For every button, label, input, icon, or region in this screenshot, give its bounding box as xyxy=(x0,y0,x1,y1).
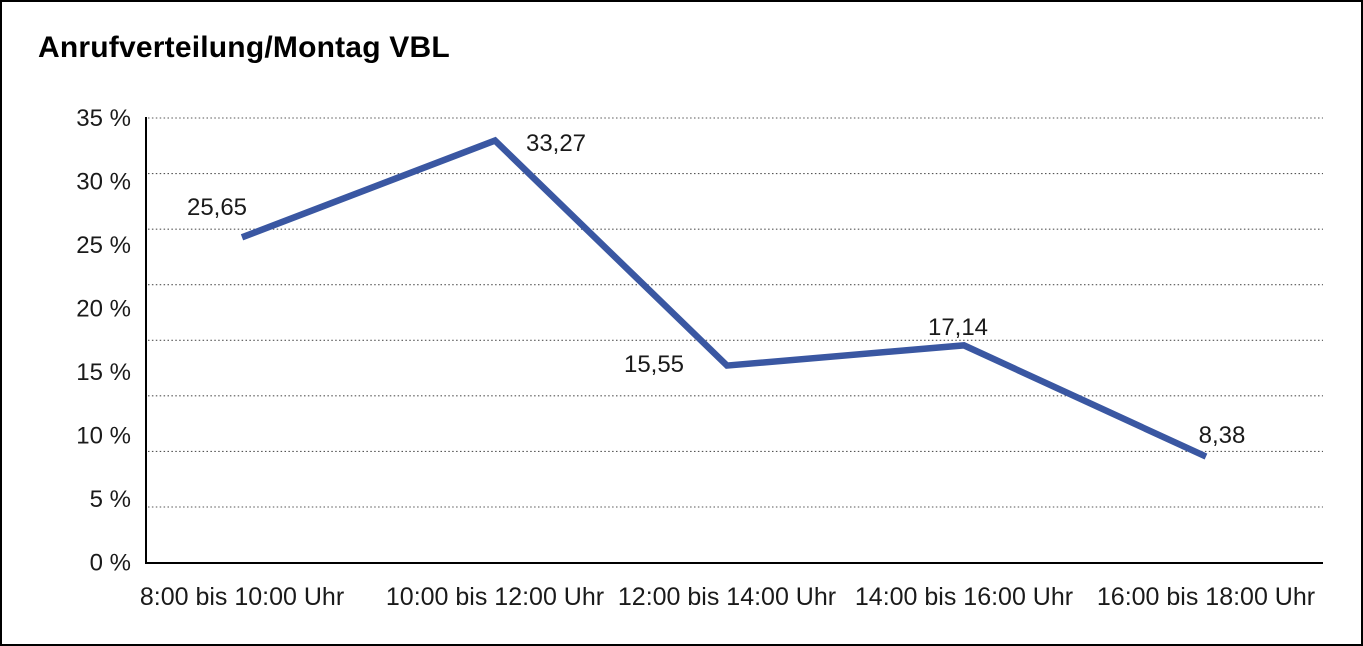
y-axis-tick-label: 5 % xyxy=(90,486,131,513)
y-axis-tick-label: 30 % xyxy=(76,169,131,196)
x-axis-category-label: 14:00 bis 16:00 Uhr xyxy=(855,583,1073,611)
x-axis-category-label: 16:00 bis 18:00 Uhr xyxy=(1097,583,1315,611)
series-line xyxy=(240,136,1208,460)
y-axis-tick-label: 15 % xyxy=(76,359,131,386)
y-axis-tick-label: 10 % xyxy=(76,423,131,450)
x-axis-category-label: 10:00 bis 12:00 Uhr xyxy=(386,583,604,611)
data-point-label: 33,27 xyxy=(526,130,586,157)
x-axis-category-label: 12:00 bis 14:00 Uhr xyxy=(618,583,836,611)
y-axis-tick-label: 25 % xyxy=(76,232,131,259)
data-point-label: 25,65 xyxy=(187,194,247,221)
data-point-label: 17,14 xyxy=(928,314,988,341)
y-axis-tick-label: 0 % xyxy=(90,550,131,577)
y-axis-tick-label: 35 % xyxy=(76,105,131,132)
x-axis-category-label: 8:00 bis 10:00 Uhr xyxy=(140,583,344,611)
chart-title: Anrufverteilung/Montag VBL xyxy=(38,31,450,64)
data-point-label: 15,55 xyxy=(624,351,684,378)
data-point-label: 8,38 xyxy=(1199,422,1246,449)
y-axis-tick-label: 20 % xyxy=(76,296,131,323)
